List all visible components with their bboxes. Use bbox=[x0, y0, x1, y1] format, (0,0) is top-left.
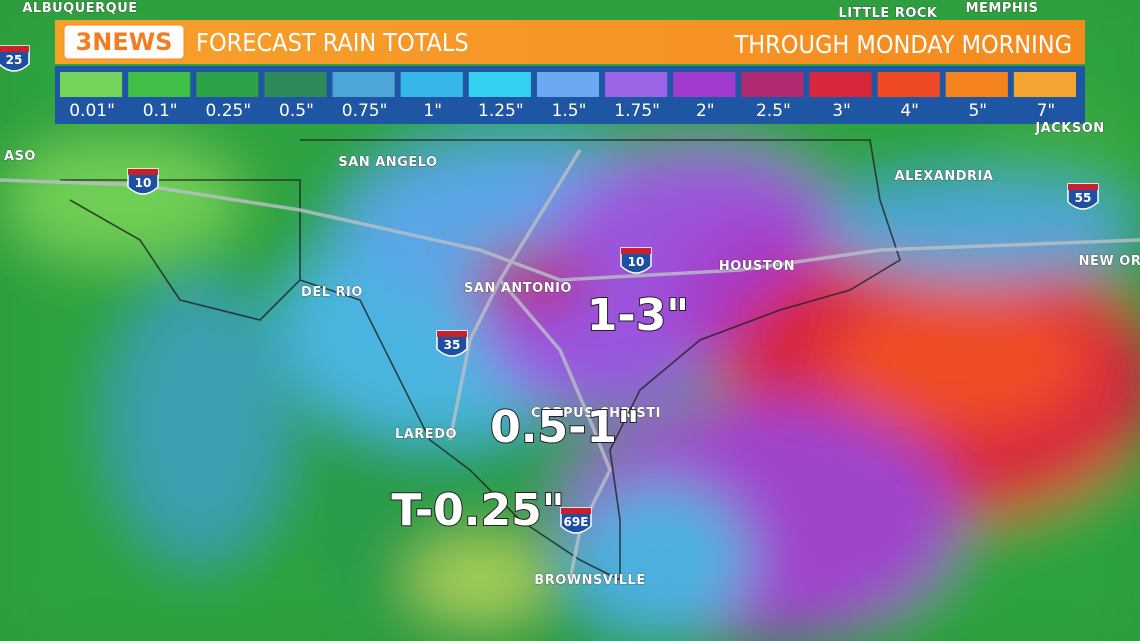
legend-label: 0.01" bbox=[69, 101, 115, 121]
highway-shield bbox=[560, 507, 592, 534]
legend-swatch bbox=[400, 72, 463, 97]
legend-swatch bbox=[536, 72, 600, 97]
city-label: MEMPHIS bbox=[966, 1, 1039, 16]
header-title: FORECAST RAIN TOTALS bbox=[196, 28, 469, 57]
highway-number: 35 bbox=[444, 338, 461, 352]
legend-swatch bbox=[332, 72, 395, 97]
city-label: SAN ANTONIO bbox=[464, 281, 572, 296]
logo: 3NEWS bbox=[76, 28, 173, 56]
highway-number: 25 bbox=[6, 53, 23, 67]
legend-label: 1.25" bbox=[478, 101, 524, 121]
legend-swatch bbox=[60, 72, 123, 97]
legend-swatch bbox=[264, 72, 327, 97]
city-label: LAREDO bbox=[395, 427, 457, 442]
highway-shield-top bbox=[1068, 184, 1098, 190]
legend-swatch bbox=[945, 72, 1008, 97]
highway-shield bbox=[436, 330, 468, 357]
legend-label: 3" bbox=[832, 101, 851, 121]
highways-lines bbox=[0, 149, 1140, 581]
highway-shield bbox=[1067, 183, 1099, 210]
legend-label: 4" bbox=[900, 101, 919, 121]
legend-label: 0.25" bbox=[205, 101, 251, 121]
legend-swatch bbox=[673, 72, 736, 97]
highway-number: 55 bbox=[1075, 191, 1092, 205]
highway-shield-top bbox=[561, 508, 591, 514]
city-label: DEL RIO bbox=[301, 285, 363, 300]
city-label: CORPUS CHRISTI bbox=[531, 406, 661, 421]
city-label: SAN ANGELO bbox=[338, 155, 437, 170]
legend-swatch bbox=[468, 72, 531, 97]
legend-swatch bbox=[196, 72, 259, 97]
city-label: BROWNSVILLE bbox=[534, 573, 645, 588]
rain-annotation: 1-3" bbox=[587, 290, 689, 341]
legend-swatch bbox=[128, 72, 191, 97]
city-label: HOUSTON bbox=[719, 259, 795, 274]
legend-label: 2.5" bbox=[756, 101, 791, 121]
highway-shield bbox=[0, 45, 30, 72]
legend-label: 5" bbox=[968, 101, 987, 121]
legend-label: 0.1" bbox=[143, 101, 178, 121]
highway-shield-top bbox=[128, 169, 158, 175]
legend: 0.01" 0.1" 0.25" 0.5" 0.75" 1" 1.25" 1.5" 1.75" 2… bbox=[60, 72, 1076, 121]
labels: ALBUQUERQUE LITTLE ROCK MEMPHIS JACKSON SAN … bbox=[0, 1, 1140, 588]
legend-label: 7" bbox=[1037, 101, 1056, 121]
rain-annotation: T-0.25" bbox=[391, 485, 564, 536]
legend-swatch bbox=[741, 72, 804, 97]
legend-label: 0.5" bbox=[279, 101, 314, 121]
city-label: LITTLE ROCK bbox=[838, 6, 937, 21]
highway-shield-top bbox=[437, 331, 467, 337]
highway-shield-top bbox=[621, 248, 651, 254]
highway-number: 10 bbox=[135, 176, 152, 190]
legend-label: 1.75" bbox=[614, 101, 660, 121]
highway-shield-top bbox=[0, 46, 29, 52]
city-label: NEW OR bbox=[1079, 254, 1140, 269]
legend-swatch bbox=[605, 72, 668, 97]
highway-shield bbox=[127, 168, 159, 195]
legend-label: 2" bbox=[696, 101, 715, 121]
city-label: ALEXANDRIA bbox=[895, 169, 994, 184]
rain-annotation: 0.5-1" bbox=[490, 402, 640, 453]
legend-swatch bbox=[809, 72, 872, 97]
legend-label: 0.75" bbox=[342, 101, 388, 121]
legend-label: 1" bbox=[423, 101, 442, 121]
highway-number: 69E bbox=[564, 515, 589, 529]
legend-swatch bbox=[877, 72, 940, 97]
legend-swatch bbox=[1013, 72, 1076, 97]
city-label: JACKSON bbox=[1034, 121, 1104, 136]
legend-label: 1.5" bbox=[552, 101, 587, 121]
header-bar bbox=[55, 20, 1085, 64]
logo-box bbox=[63, 24, 185, 60]
highway-shield bbox=[620, 247, 652, 274]
city-label: ALBUQUERQUE bbox=[22, 1, 137, 16]
city-label: ASO bbox=[4, 149, 36, 164]
highway-number: 10 bbox=[628, 255, 645, 269]
header-period: THROUGH MONDAY MORNING bbox=[734, 30, 1073, 59]
